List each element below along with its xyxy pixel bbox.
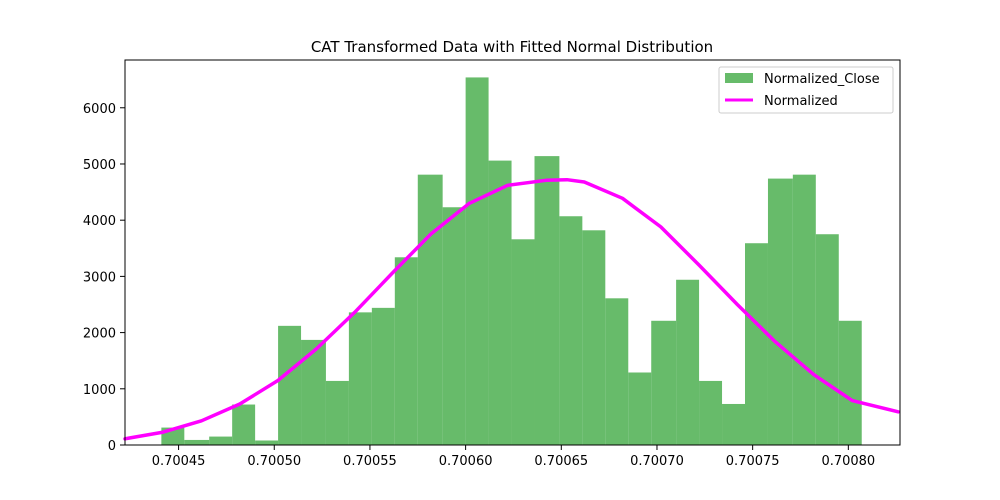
histogram-bar — [348, 312, 372, 445]
legend: Normalized_Close Normalized — [718, 66, 894, 114]
histogram-bar — [722, 403, 745, 445]
x-tick-label: 0.70065 — [534, 454, 588, 469]
y-axis: 0 1000 2000 3000 4000 5000 6000 — [83, 102, 125, 454]
histogram-bar — [815, 234, 839, 445]
y-tick-label: 0 — [108, 439, 116, 454]
plot-area-frame — [124, 59, 901, 446]
histogram-bar — [209, 436, 233, 445]
histogram-bar — [511, 239, 535, 445]
histogram-bar — [582, 230, 606, 445]
legend-swatch-histogram — [725, 73, 753, 83]
x-tick-label: 0.70070 — [630, 454, 684, 469]
histogram-bar — [232, 404, 256, 445]
histogram-bar — [534, 156, 560, 445]
histogram-bar — [301, 339, 326, 445]
y-tick-label: 2000 — [83, 327, 116, 342]
histogram-bar — [628, 372, 652, 445]
y-tick-label: 5000 — [83, 158, 116, 173]
histogram-bar — [767, 178, 793, 445]
histogram-bar — [184, 439, 210, 445]
y-tick-label: 3000 — [83, 270, 116, 285]
histogram-bar — [371, 307, 395, 445]
histogram-bar — [325, 380, 349, 445]
histogram-bar — [699, 380, 723, 445]
histogram-bar — [417, 174, 443, 446]
x-tick-label: 0.70055 — [343, 454, 397, 469]
x-tick-label: 0.70075 — [726, 454, 780, 469]
y-tick-label: 6000 — [83, 102, 116, 117]
histogram-bar — [394, 257, 418, 445]
x-axis: 0.70045 0.70050 0.70055 0.70060 0.70065 0.700… — [152, 445, 875, 469]
fitted-normal-curve-layer — [123, 177, 900, 441]
histogram-bar — [745, 243, 768, 445]
x-tick-label: 0.70045 — [152, 454, 206, 469]
chart-title: CAT Transformed Data with Fitted Normal … — [311, 38, 713, 56]
histogram-bar — [559, 216, 583, 445]
legend-box — [718, 66, 894, 114]
histogram-bar — [442, 207, 466, 445]
y-tick-label: 1000 — [83, 383, 116, 398]
histogram-bar — [255, 440, 279, 445]
histogram-bar — [676, 279, 700, 445]
legend-label-histogram: Normalized_Close — [764, 72, 880, 87]
histogram-bar — [838, 320, 862, 445]
histogram-bar — [465, 77, 489, 446]
histogram-bars — [161, 77, 862, 446]
x-tick-label: 0.70050 — [247, 454, 301, 469]
fitted-normal-curve — [123, 177, 900, 441]
legend-label-curve: Normalized — [764, 94, 838, 109]
histogram-bar — [651, 320, 677, 445]
histogram-bar — [278, 325, 302, 445]
histogram-bar — [488, 160, 512, 445]
y-tick-label: 4000 — [83, 214, 116, 229]
histogram-bar — [605, 298, 629, 445]
histogram-bar — [792, 174, 816, 446]
x-tick-label: 0.70060 — [439, 454, 493, 469]
x-tick-label: 0.70080 — [821, 454, 875, 469]
